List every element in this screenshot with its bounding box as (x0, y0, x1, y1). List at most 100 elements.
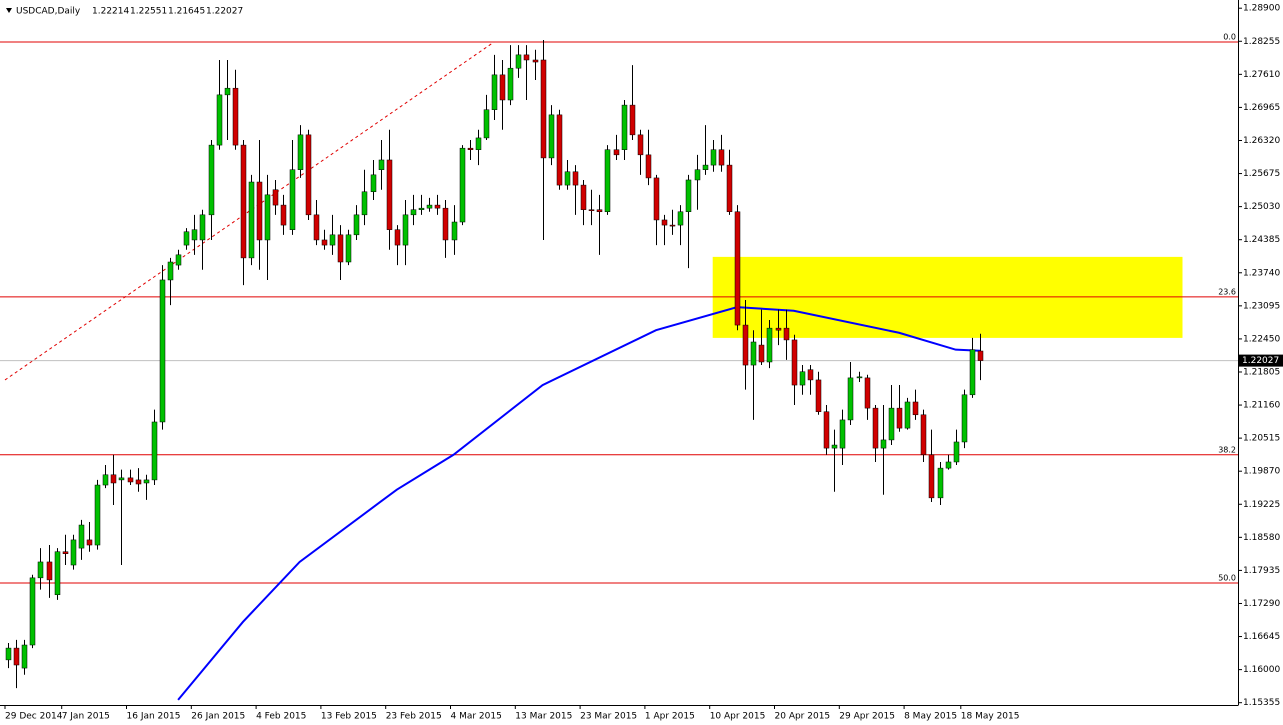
price-label-bg (1239, 354, 1283, 367)
candle-body (337, 234, 344, 263)
candle-body (783, 327, 790, 341)
candle-body (289, 169, 296, 230)
y-tick-label: 1.23740 (1243, 268, 1280, 278)
fib-label: 50.0 (1218, 573, 1236, 582)
candle-body (499, 74, 506, 101)
y-tick-label: 1.21805 (1243, 367, 1280, 377)
candle-body (127, 477, 134, 483)
candle-body (305, 134, 312, 216)
x-tick-label: 13 Feb 2015 (321, 712, 377, 722)
candle-body (775, 327, 782, 331)
x-tick-label: 4 Feb 2015 (256, 712, 306, 722)
y-tick-label: 1.18580 (1243, 533, 1280, 543)
y-tick-label: 1.25030 (1243, 202, 1280, 212)
candle-body (110, 474, 117, 484)
candle-body (653, 177, 660, 221)
x-tick-label: 10 Apr 2015 (710, 712, 766, 722)
y-tick-label: 1.26965 (1243, 103, 1280, 113)
candle-body (459, 147, 466, 223)
candle-body (442, 207, 449, 241)
candle-body (823, 411, 830, 449)
candle-body (977, 350, 984, 361)
candle-body (13, 647, 20, 666)
y-tick-label: 1.25675 (1243, 169, 1280, 179)
candle-body (750, 341, 757, 366)
candle-body (945, 461, 952, 469)
candle-body (523, 54, 530, 61)
y-tick-label: 1.16000 (1243, 665, 1280, 675)
candle-body (856, 376, 863, 379)
y-tick-label: 1.24385 (1243, 235, 1280, 245)
candle-body (677, 211, 684, 226)
candle-body (345, 234, 352, 263)
x-tick-label: 29 Apr 2015 (839, 712, 895, 722)
candle-body (426, 204, 433, 209)
header-high: 1.22551 (130, 7, 167, 17)
header-close: 1.22027 (206, 7, 243, 17)
candle-body (540, 59, 547, 159)
candle-body (669, 224, 676, 227)
candle-body (799, 371, 806, 386)
candle-body (872, 407, 879, 449)
candle-body (78, 524, 85, 549)
candle-body (378, 159, 385, 170)
candle-body (815, 379, 822, 412)
y-tick-label: 1.28900 (1243, 4, 1280, 14)
x-tick-label: 29 Dec 2014 (5, 712, 63, 722)
fib-label: 38.2 (1218, 445, 1236, 454)
candle-body (102, 474, 109, 486)
candle-body (896, 407, 903, 429)
candle-body (467, 147, 474, 150)
x-tick-label: 7 Jan 2015 (62, 712, 110, 722)
candle-body (208, 144, 215, 216)
candle-body (491, 74, 498, 110)
candle-body (361, 191, 368, 216)
candle-body (86, 539, 93, 546)
x-tick-label: 13 Mar 2015 (515, 712, 572, 722)
candle-body (483, 109, 490, 139)
candle-body (313, 214, 320, 241)
candle-body (613, 149, 620, 156)
candle-body (718, 149, 725, 166)
candle-body (596, 209, 603, 213)
candle-body (758, 344, 765, 363)
candle-body (580, 184, 587, 210)
y-tick-label: 1.22450 (1243, 334, 1280, 344)
candle-body (864, 377, 871, 409)
candle-body (240, 144, 247, 259)
candle-body (726, 164, 733, 213)
candle-body (248, 181, 255, 259)
y-tick-label: 1.19225 (1243, 500, 1280, 510)
header-low: 1.21645 (168, 7, 205, 17)
candle-body (734, 211, 741, 326)
x-tick-label: 26 Jan 2015 (191, 712, 245, 722)
candle-body (807, 369, 814, 381)
candle-body (629, 104, 636, 136)
candle-body (969, 349, 976, 396)
candle-body (418, 207, 425, 210)
y-tick-label: 1.21160 (1243, 401, 1280, 411)
candle-body (386, 159, 393, 230)
menu-arrow[interactable] (6, 8, 12, 13)
candle-body (297, 134, 304, 170)
candle-body (839, 419, 846, 449)
candle-body (216, 94, 223, 146)
y-tick-label: 1.27610 (1243, 70, 1280, 80)
candle-body (742, 324, 749, 366)
candle-body (199, 214, 206, 241)
candle-body (937, 467, 944, 499)
candle-body (912, 401, 919, 416)
candle-body (548, 114, 555, 159)
candle-body (953, 441, 960, 463)
candle-body (451, 221, 458, 241)
candle-body (135, 479, 142, 485)
y-tick-label: 1.20515 (1243, 434, 1280, 444)
candle-body (410, 209, 417, 216)
x-tick-label: 16 Jan 2015 (127, 712, 181, 722)
candle-body (515, 54, 522, 69)
y-tick-label: 1.17935 (1243, 566, 1280, 576)
candle-body (159, 279, 166, 423)
candle-body (532, 59, 539, 63)
candle-body (694, 169, 701, 181)
